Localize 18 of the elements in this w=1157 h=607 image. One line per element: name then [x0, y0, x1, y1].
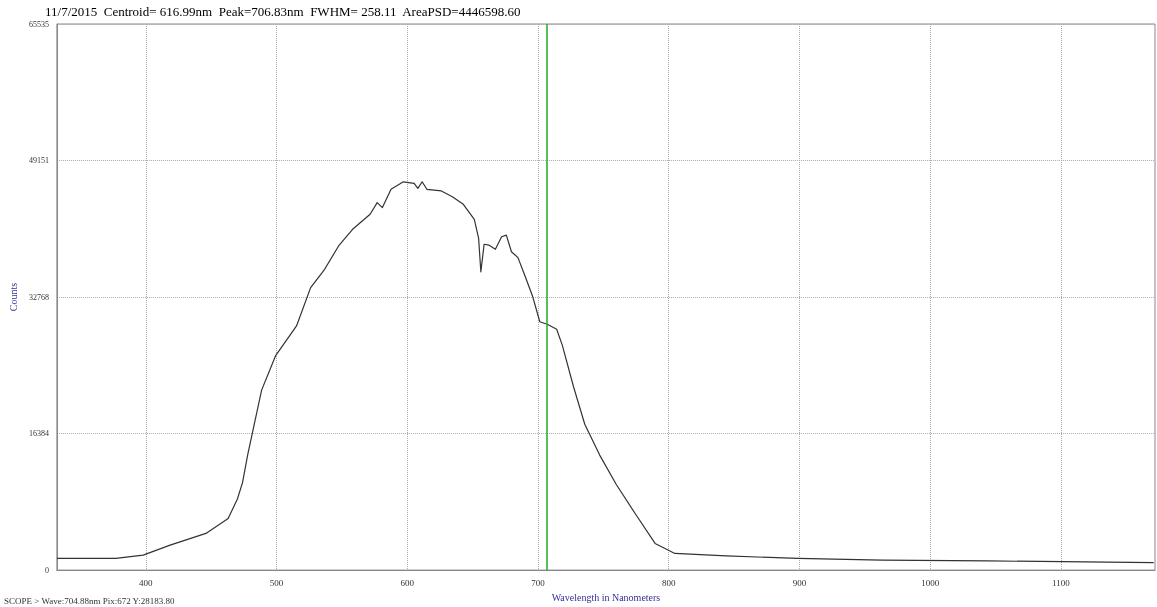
line-series	[56, 181, 1155, 564]
y-tick-label: 49151	[28, 156, 49, 166]
x-tick-label: 1000	[921, 577, 940, 588]
y-axis-title: Counts	[7, 282, 19, 312]
y-tick-label: 32768	[28, 292, 49, 302]
y-tick-label: 16384	[28, 429, 49, 439]
x-axis-title: Wavelength in Nanometers	[551, 591, 661, 603]
text: SCOPE > Wave:704.88nm Pix:672 Y:28183.80	[4, 595, 176, 606]
x-tick-label: 700	[531, 577, 546, 588]
x-tick-label: 600	[400, 577, 415, 588]
x-tick-label: 400	[139, 577, 154, 588]
x-tick-label: 900	[792, 577, 807, 588]
chart-title: 11/7/2015 Centroid= 616.99nm Peak=706.83nm FWHM= 258.11 AreaPSD=4446598.60	[45, 4, 521, 19]
y-tick-label: 0	[44, 565, 49, 575]
x-tick-label: 500	[269, 577, 284, 588]
x-tick-label: 1100	[1052, 577, 1071, 588]
y-tick-label: 65535	[28, 19, 49, 29]
x-tick-label: 800	[661, 577, 676, 588]
